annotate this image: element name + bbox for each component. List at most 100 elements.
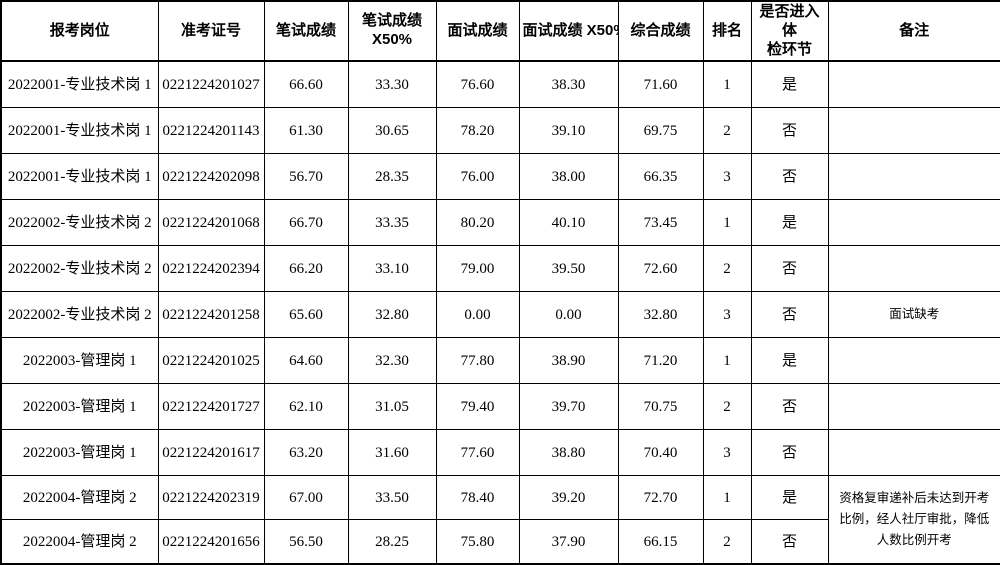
cell-written-score: 66.70 [263, 199, 349, 247]
cell-interview-score-50: 38.80 [518, 429, 619, 477]
table-row: 2022002-专业技术岗 2 0221224202394 66.20 33.10 79… [0, 245, 1000, 293]
cell-written-score: 65.60 [263, 291, 349, 339]
cell-remark [827, 107, 1000, 155]
cell-medical-check: 否 [750, 245, 829, 293]
cell-combined-score: 72.70 [617, 475, 704, 521]
cell-medical-check: 否 [750, 519, 829, 565]
cell-position: 2022004-管理岗 2 [0, 475, 159, 521]
header-interview-score: 面试成绩 [435, 0, 520, 63]
cell-combined-score: 32.80 [617, 291, 704, 339]
cell-written-score-50: 32.30 [347, 337, 437, 385]
cell-written-score-50: 33.30 [347, 60, 437, 109]
cell-ticket-number: 0221224202394 [157, 245, 265, 293]
table-row: 2022002-专业技术岗 2 0221224201258 65.60 32.80 0.… [0, 291, 1000, 339]
cell-interview-score: 76.00 [435, 153, 520, 201]
cell-remark [827, 199, 1000, 247]
table-row: 2022003-管理岗 1 0221224201727 62.10 31.05 79.4… [0, 383, 1000, 431]
cell-written-score: 56.70 [263, 153, 349, 201]
cell-rank: 3 [702, 291, 752, 339]
cell-combined-score: 66.35 [617, 153, 704, 201]
cell-written-score: 63.20 [263, 429, 349, 477]
cell-remark: 面试缺考 [827, 291, 1000, 339]
cell-combined-score: 73.45 [617, 199, 704, 247]
table-row: 2022001-专业技术岗 1 0221224201027 66.60 33.30 76… [0, 60, 1000, 109]
cell-written-score-50: 33.10 [347, 245, 437, 293]
cell-position: 2022003-管理岗 1 [0, 337, 159, 385]
cell-position: 2022001-专业技术岗 1 [0, 153, 159, 201]
cell-combined-score: 70.40 [617, 429, 704, 477]
cell-ticket-number: 0221224201258 [157, 291, 265, 339]
cell-position: 2022004-管理岗 2 [0, 519, 159, 565]
cell-position: 2022001-专业技术岗 1 [0, 60, 159, 109]
cell-remark [827, 60, 1000, 109]
cell-rank: 2 [702, 383, 752, 431]
cell-medical-check: 否 [750, 429, 829, 477]
cell-written-score: 61.30 [263, 107, 349, 155]
cell-combined-score: 71.60 [617, 60, 704, 109]
cell-ticket-number: 0221224201027 [157, 60, 265, 109]
cell-written-score: 67.00 [263, 475, 349, 521]
cell-written-score-50: 33.35 [347, 199, 437, 247]
cell-remark [827, 383, 1000, 431]
cell-written-score: 64.60 [263, 337, 349, 385]
cell-medical-check: 否 [750, 291, 829, 339]
cell-interview-score: 0.00 [435, 291, 520, 339]
cell-written-score-50: 31.60 [347, 429, 437, 477]
cell-rank: 2 [702, 245, 752, 293]
header-written-score: 笔试成绩 [263, 0, 349, 63]
cell-interview-score-50: 38.90 [518, 337, 619, 385]
cell-ticket-number: 0221224201025 [157, 337, 265, 385]
cell-interview-score-50: 39.20 [518, 475, 619, 521]
cell-written-score: 66.60 [263, 60, 349, 109]
cell-ticket-number: 0221224202319 [157, 475, 265, 521]
header-ticket-number: 准考证号 [157, 0, 265, 63]
cell-interview-score: 80.20 [435, 199, 520, 247]
header-row: 报考岗位 准考证号 笔试成绩 笔试成绩 X50% 面试成绩 面试成绩 X50% … [0, 0, 1000, 63]
header-medical-check: 是否进入体 检环节 [750, 0, 829, 63]
cell-position: 2022002-专业技术岗 2 [0, 199, 159, 247]
cell-interview-score: 79.40 [435, 383, 520, 431]
cell-interview-score: 77.60 [435, 429, 520, 477]
cell-interview-score-50: 39.50 [518, 245, 619, 293]
table-row: 2022001-专业技术岗 1 0221224202098 56.70 28.35 76… [0, 153, 1000, 201]
header-interview-score-50: 面试成绩 X50% [518, 0, 619, 63]
cell-remark [827, 245, 1000, 293]
cell-interview-score-50: 38.00 [518, 153, 619, 201]
header-rank: 排名 [702, 0, 752, 63]
cell-position: 2022003-管理岗 1 [0, 383, 159, 431]
cell-medical-check: 是 [750, 337, 829, 385]
cell-ticket-number: 0221224201727 [157, 383, 265, 431]
cell-position: 2022002-专业技术岗 2 [0, 245, 159, 293]
cell-remark: 资格复审递补后未达到开考比例，经人社厅审批，降低人数比例开考 [827, 475, 1000, 565]
cell-ticket-number: 0221224201143 [157, 107, 265, 155]
cell-remark [827, 153, 1000, 201]
cell-ticket-number: 0221224201617 [157, 429, 265, 477]
cell-medical-check: 否 [750, 107, 829, 155]
header-remark: 备注 [827, 0, 1000, 63]
cell-ticket-number: 0221224202098 [157, 153, 265, 201]
cell-medical-check: 否 [750, 153, 829, 201]
cell-interview-score-50: 0.00 [518, 291, 619, 339]
cell-medical-check: 否 [750, 383, 829, 431]
table-row: 2022003-管理岗 1 0221224201617 63.20 31.60 77.6… [0, 429, 1000, 477]
cell-remark [827, 429, 1000, 477]
cell-combined-score: 69.75 [617, 107, 704, 155]
cell-interview-score-50: 39.70 [518, 383, 619, 431]
header-position: 报考岗位 [0, 0, 159, 63]
cell-written-score-50: 28.35 [347, 153, 437, 201]
table-row: 2022001-专业技术岗 1 0221224201143 61.30 30.65 78… [0, 107, 1000, 155]
cell-interview-score-50: 39.10 [518, 107, 619, 155]
cell-medical-check: 是 [750, 199, 829, 247]
cell-written-score: 66.20 [263, 245, 349, 293]
cell-rank: 2 [702, 107, 752, 155]
cell-combined-score: 66.15 [617, 519, 704, 565]
cell-ticket-number: 0221224201656 [157, 519, 265, 565]
score-table-body: 2022001-专业技术岗 1 0221224201027 66.60 33.30 76… [0, 60, 1000, 565]
score-table-header: 报考岗位 准考证号 笔试成绩 笔试成绩 X50% 面试成绩 面试成绩 X50% … [0, 0, 1000, 63]
cell-written-score-50: 28.25 [347, 519, 437, 565]
cell-position: 2022002-专业技术岗 2 [0, 291, 159, 339]
cell-rank: 1 [702, 199, 752, 247]
cell-combined-score: 72.60 [617, 245, 704, 293]
cell-written-score-50: 31.05 [347, 383, 437, 431]
